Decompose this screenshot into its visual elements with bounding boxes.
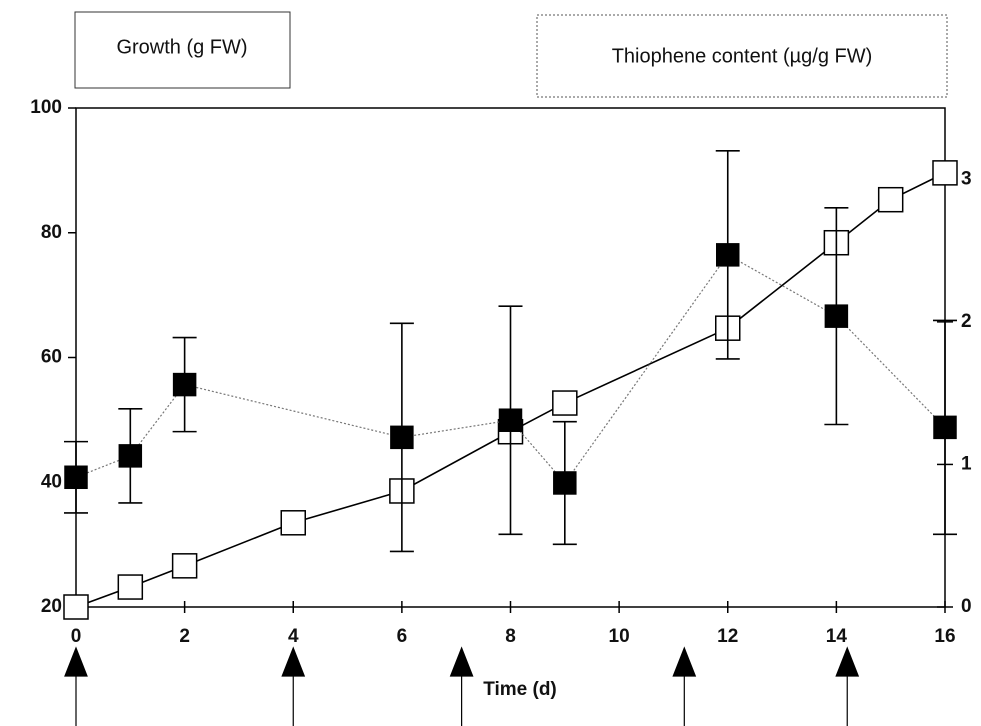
x-tick-label: 16 — [934, 626, 955, 647]
marker — [64, 465, 88, 490]
event-arrow — [449, 646, 474, 726]
x-tick-label: 2 — [179, 626, 190, 647]
y-tick-label: 80 — [41, 222, 62, 243]
y2-tick-label: 2 — [961, 311, 972, 332]
x-tick-label: 0 — [71, 626, 82, 647]
y-tick-label: 100 — [30, 97, 62, 118]
x-tick-label: 8 — [505, 626, 516, 647]
marker — [63, 594, 89, 620]
legend-box — [536, 14, 948, 98]
marker — [390, 425, 414, 450]
marker — [498, 408, 523, 432]
marker — [877, 186, 904, 213]
y-tick-label: 20 — [41, 596, 62, 617]
legend-label: Growth (g FW) — [116, 36, 247, 58]
marker — [171, 553, 198, 579]
marker — [172, 372, 197, 397]
marker — [932, 160, 958, 186]
marker — [552, 390, 578, 416]
x-tick-label: 14 — [826, 626, 848, 647]
event-arrow — [64, 646, 88, 726]
event-arrow — [835, 646, 860, 726]
x-tick-label: 10 — [609, 626, 630, 647]
legend-box — [74, 11, 291, 89]
marker — [118, 444, 143, 468]
y2-tick-label: 0 — [961, 596, 972, 617]
y-tick-label: 60 — [41, 347, 62, 368]
marker — [933, 415, 957, 440]
marker — [280, 510, 306, 536]
y-tick-label: 40 — [41, 471, 62, 492]
x-tick-label: 12 — [717, 626, 738, 647]
y2-tick-label: 1 — [961, 453, 972, 474]
x-axis-label: Time (d) — [483, 679, 557, 700]
event-arrow — [672, 646, 697, 726]
marker — [553, 471, 577, 495]
legend-label: Thiophene content (µg/g FW) — [612, 45, 873, 67]
marker — [824, 304, 849, 328]
marker — [117, 574, 144, 600]
y2-tick-label: 3 — [961, 168, 972, 189]
event-arrow — [281, 646, 306, 726]
x-tick-label: 4 — [288, 626, 299, 647]
marker — [716, 243, 740, 267]
x-tick-label: 6 — [397, 626, 408, 647]
